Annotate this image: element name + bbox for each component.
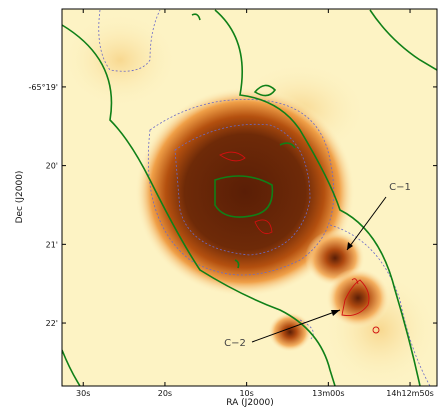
y-axis-label: Dec (J2000) xyxy=(15,171,25,224)
source-c2 xyxy=(326,268,390,328)
arrowhead xyxy=(331,310,340,316)
x-axis-label: RA (J2000) xyxy=(226,398,274,408)
arrow xyxy=(346,196,387,251)
x-tick-label: 30s xyxy=(76,389,90,398)
red-contours xyxy=(219,151,380,334)
arrowhead xyxy=(347,242,353,250)
x-tick-label: 20s xyxy=(158,389,172,398)
arrow xyxy=(251,309,341,343)
y-tick-label: 20' xyxy=(46,162,58,171)
axes-frame xyxy=(61,8,438,387)
annotation: C−2 xyxy=(224,338,246,349)
x-tick-label: 14h12m50s xyxy=(386,389,434,398)
y-tick-label: -65°19' xyxy=(29,83,58,92)
emission-core xyxy=(135,87,355,297)
annotation: C−1 xyxy=(389,182,411,193)
x-tick-label: 13m00s xyxy=(312,389,344,398)
source xyxy=(268,312,312,352)
y-tick-label: 22' xyxy=(46,319,58,328)
haze xyxy=(62,10,180,110)
x-tick-label: 10s xyxy=(239,389,253,398)
y-tick-label: 21' xyxy=(46,240,58,249)
green-contours xyxy=(62,9,437,386)
image-area xyxy=(62,9,437,386)
